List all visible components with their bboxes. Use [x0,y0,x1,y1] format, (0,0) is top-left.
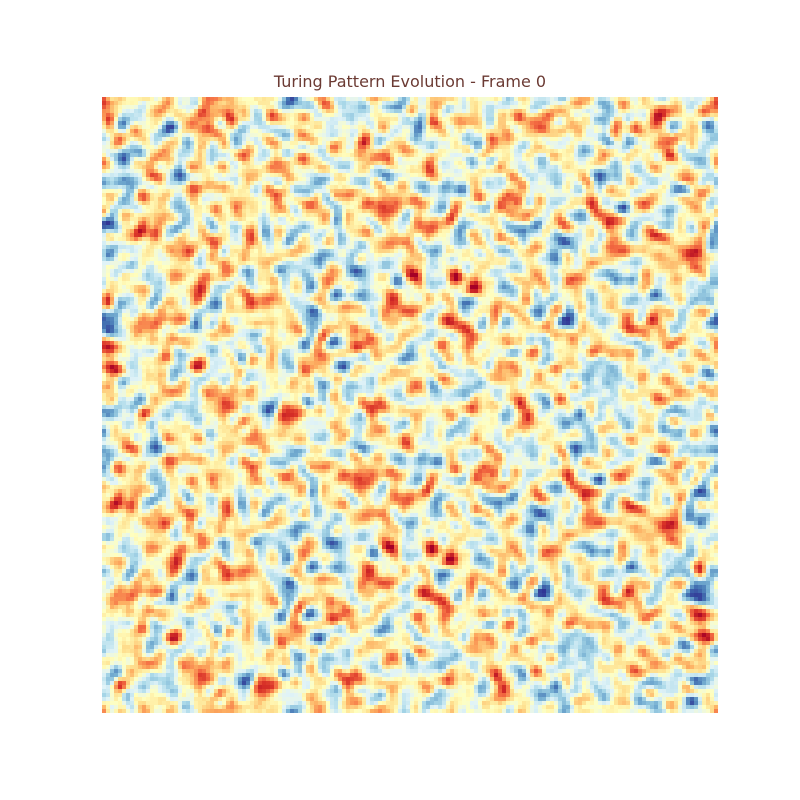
chart-title: Turing Pattern Evolution - Frame 0 [273,72,547,91]
heatmap-image [102,97,718,713]
heatmap-plot-area [102,97,718,713]
